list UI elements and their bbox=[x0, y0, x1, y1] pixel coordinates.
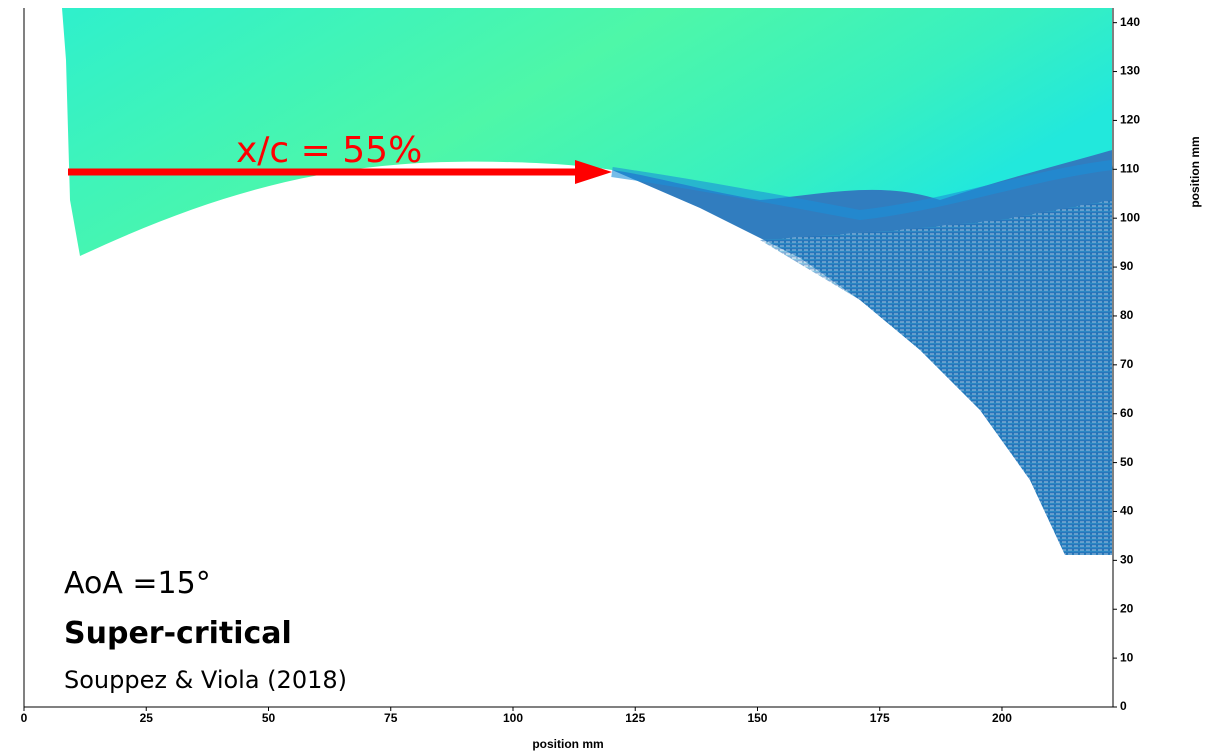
y-tick-label: 20 bbox=[1120, 601, 1134, 615]
annotation: AoA =15° bbox=[64, 566, 211, 601]
annotation: Souppez & Viola (2018) bbox=[64, 666, 347, 694]
y-tick-label: 30 bbox=[1120, 553, 1134, 567]
x-tick-label: 175 bbox=[870, 711, 890, 725]
y-tick-label: 130 bbox=[1120, 64, 1140, 78]
y-tick-label: 60 bbox=[1120, 406, 1134, 420]
y-tick-label: 10 bbox=[1120, 650, 1134, 664]
x-tick-label: 100 bbox=[503, 711, 523, 725]
y-tick-label: 70 bbox=[1120, 357, 1134, 371]
x-tick-label: 50 bbox=[262, 711, 276, 725]
y-tick-label: 100 bbox=[1120, 210, 1140, 224]
x-tick-label: 0 bbox=[21, 711, 28, 725]
x-tick-label: 200 bbox=[992, 711, 1012, 725]
chart: x/c = 55% AoA =15° Super-critical Souppe… bbox=[0, 0, 1209, 753]
x-tick-label: 150 bbox=[747, 711, 767, 725]
y-tick-label: 120 bbox=[1120, 113, 1140, 127]
y-axis-title: position mm bbox=[1188, 136, 1202, 207]
y-tick-label: 90 bbox=[1120, 259, 1134, 273]
x-tick-label: 25 bbox=[140, 711, 154, 725]
y-tick-label: 0 bbox=[1120, 699, 1127, 713]
flow-field-separated-texture bbox=[760, 200, 1112, 555]
x-tick-label: 75 bbox=[384, 711, 398, 725]
y-tick-label: 80 bbox=[1120, 308, 1134, 322]
annotation: Super-critical bbox=[64, 616, 292, 651]
y-tick-label: 140 bbox=[1120, 15, 1140, 29]
y-tick-label: 40 bbox=[1120, 504, 1134, 518]
y-tick-label: 50 bbox=[1120, 455, 1134, 469]
x-tick-label: 125 bbox=[625, 711, 645, 725]
x-axis-title: position mm bbox=[532, 737, 603, 751]
y-tick-label: 110 bbox=[1120, 161, 1140, 175]
annotation: x/c = 55% bbox=[236, 130, 422, 171]
